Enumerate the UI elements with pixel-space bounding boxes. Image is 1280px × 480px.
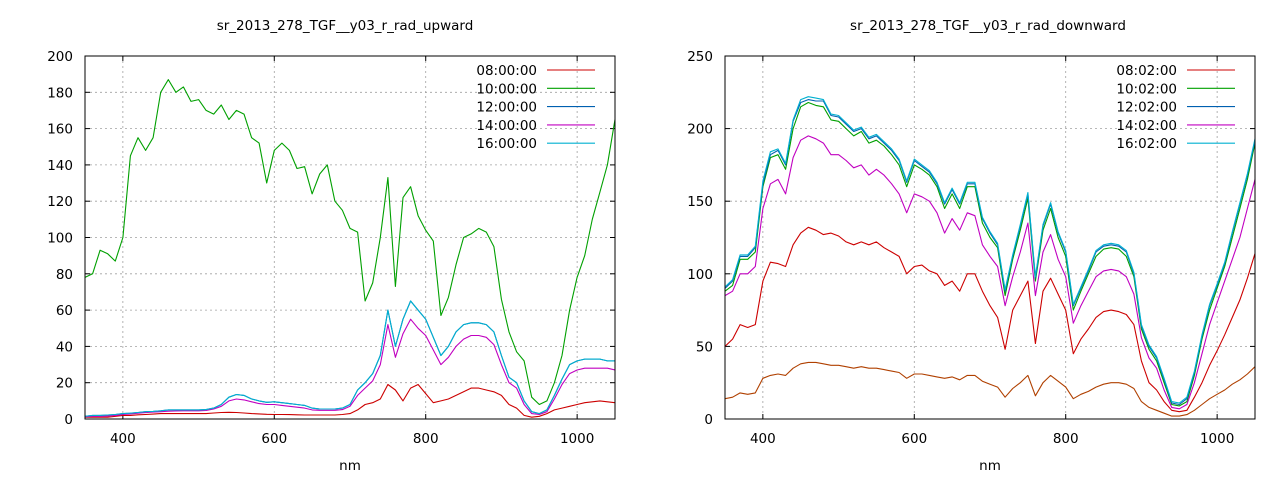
- series-line-140000: [85, 318, 615, 418]
- plot-frame: [724, 55, 1256, 420]
- y-tick-label: 100: [47, 231, 73, 247]
- y-tick-label: 60: [56, 303, 73, 319]
- legend-label: 10:00:00: [476, 81, 537, 97]
- legend-label: 08:00:00: [476, 63, 537, 79]
- y-tick-label: 250: [687, 49, 713, 65]
- series-line-160200: [725, 96, 1255, 404]
- x-tick-label: 800: [413, 431, 439, 447]
- y-tick-label: 150: [687, 194, 713, 210]
- y-tick-label: 160: [47, 122, 73, 138]
- y-tick-label: 40: [56, 339, 73, 355]
- series-line-100200: [725, 101, 1255, 407]
- x-tick-label: 400: [750, 431, 776, 447]
- y-tick-label: 0: [64, 412, 73, 428]
- legend-label: 12:00:00: [476, 100, 537, 116]
- x-tick-label: 1000: [1200, 431, 1234, 447]
- chart-title: sr_2013_278_TGF__y03_r_rad_upward: [217, 18, 474, 34]
- legend-label: 12:02:00: [1116, 100, 1177, 116]
- y-tick-label: 80: [56, 267, 73, 283]
- y-tick-label: 200: [47, 49, 73, 65]
- legend-label: 08:02:00: [1116, 63, 1177, 79]
- y-tick-label: 100: [687, 267, 713, 283]
- y-tick-label: 120: [47, 194, 73, 210]
- series-line-160000: [85, 300, 615, 417]
- x-tick-label: 1000: [560, 431, 594, 447]
- x-tick-label: 400: [110, 431, 136, 447]
- y-tick-label: 20: [56, 376, 73, 392]
- series-line-080200: [725, 226, 1255, 413]
- x-axis-label: nm: [339, 458, 361, 474]
- series-line-080000: [85, 383, 615, 418]
- chart-panel-2: sr_2013_278_TGF__y03_r_rad_downward 0 50 10…: [687, 18, 1256, 474]
- series-group: [725, 96, 1255, 417]
- y-tick-label: 50: [696, 339, 713, 355]
- x-axis-label: nm: [979, 458, 1001, 474]
- y-tick-label: 180: [47, 85, 73, 101]
- series-line-140200: [725, 135, 1255, 410]
- x-tick-label: 600: [261, 431, 287, 447]
- chart-title: sr_2013_278_TGF__y03_r_rad_downward: [850, 18, 1126, 34]
- series-line-unnamed-5: [725, 361, 1255, 417]
- y-tick-label: 140: [47, 158, 73, 174]
- series-line-100000: [85, 79, 615, 406]
- series-line-120000: [85, 300, 615, 417]
- legend-label: 10:02:00: [1116, 81, 1177, 97]
- plot-frame: [84, 55, 616, 420]
- legend-label: 14:02:00: [1116, 118, 1177, 134]
- y-tick-label: 0: [704, 412, 713, 428]
- chart-panel-1: sr_2013_278_TGF__y03_r_rad_upward 0 20 40 60…: [47, 18, 616, 474]
- x-tick-label: 600: [901, 431, 927, 447]
- legend-label: 16:02:00: [1116, 136, 1177, 152]
- series-group: [85, 79, 615, 418]
- legend-label: 16:00:00: [476, 136, 537, 152]
- legend-label: 14:00:00: [476, 118, 537, 134]
- x-tick-label: 800: [1053, 431, 1079, 447]
- y-tick-label: 200: [687, 122, 713, 138]
